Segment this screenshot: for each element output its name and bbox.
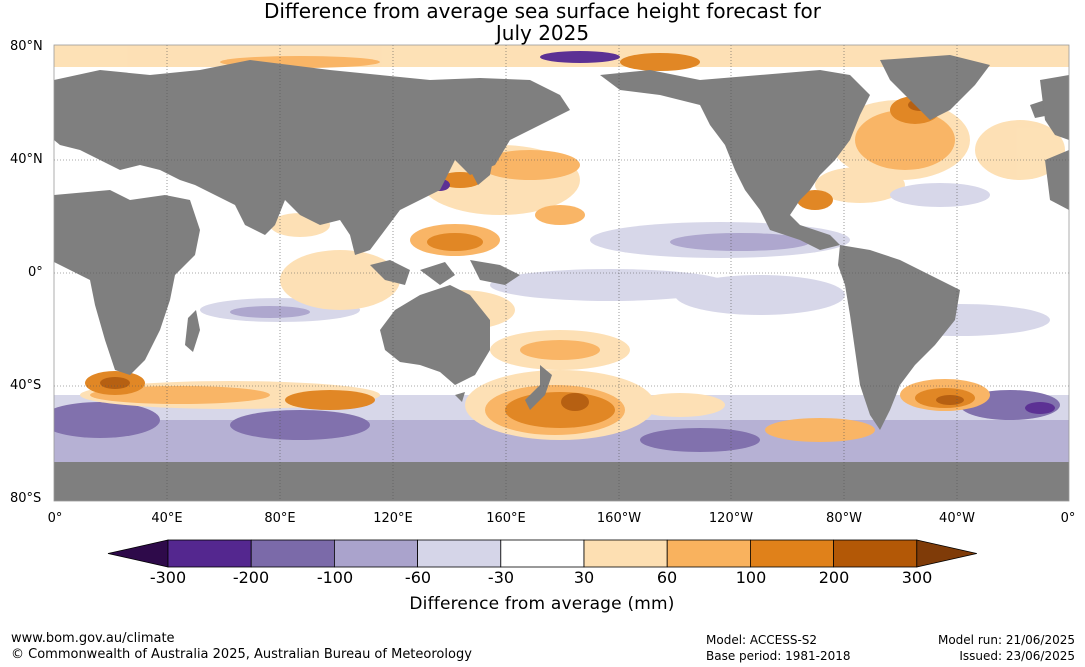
footer-model-run: Model run: 21/06/2025 (937, 633, 1075, 647)
lon-label-0-east: 0° (1060, 511, 1076, 526)
lat-label-80n: 80°N (10, 39, 43, 54)
colorbar-tick-label: 60 (656, 568, 678, 587)
footer-base-period: Base period: 1981-2018 (706, 649, 851, 663)
colorbar-tick-label: -60 (404, 568, 432, 587)
footer-issued: Issued: 23/06/2025 (959, 649, 1075, 663)
lon-label-120e: 120°E (373, 511, 413, 526)
colorbar-tick-label: 300 (901, 568, 933, 587)
colorbar-tick-label: -30 (487, 568, 515, 587)
colorbar-tick-label: -100 (316, 568, 354, 587)
lon-label-40w: 40°W (939, 511, 975, 526)
colorbar-segment (250, 539, 335, 568)
colorbar-tick-label: -300 (149, 568, 187, 587)
footer-website: www.bom.gov.au/climate (11, 631, 175, 646)
colorbar-segment (666, 539, 751, 568)
lon-label-80w: 80°W (826, 511, 862, 526)
lat-label-40n: 40°N (10, 152, 43, 167)
map-title-line-2: July 2025 (495, 21, 590, 45)
lon-label-160w: 160°W (596, 511, 642, 526)
colorbar-extend-low (107, 539, 169, 568)
lat-label-40s: 40°S (10, 378, 42, 393)
lon-label-40e: 40°E (151, 511, 183, 526)
lon-label-160e: 160°E (486, 511, 526, 526)
colorbar-tick-label: 200 (818, 568, 850, 587)
colorbar-segment (500, 539, 585, 568)
colorbar-segment (833, 539, 918, 568)
map-title-line-1: Difference from average sea surface heig… (263, 0, 822, 23)
colorbar-segment (333, 539, 418, 568)
colorbar-segment (417, 539, 502, 568)
land (54, 55, 1069, 501)
graticule (54, 45, 1069, 501)
colorbar-tick-label: -200 (232, 568, 270, 587)
footer-copyright: © Commonwealth of Australia 2025, Austra… (11, 647, 472, 662)
lon-label-120w: 120°W (708, 511, 754, 526)
colorbar-segment (750, 539, 835, 568)
lat-label-80s: 80°S (10, 491, 42, 506)
lon-label-80e: 80°E (264, 511, 296, 526)
colorbar-title: Difference from average (mm) (409, 594, 675, 614)
colorbar-tick-label: 100 (735, 568, 767, 587)
lon-label-0-west: 0° (47, 511, 63, 526)
colorbar-segment (583, 539, 668, 568)
map-frame (53, 44, 1070, 502)
footer-model: Model: ACCESS-S2 (706, 633, 818, 647)
colorbar-tick-label: 30 (573, 568, 595, 587)
lat-label-equator: 0° (28, 265, 43, 280)
colorbar-segment (167, 539, 252, 568)
colorbar-extend-high (916, 539, 977, 568)
